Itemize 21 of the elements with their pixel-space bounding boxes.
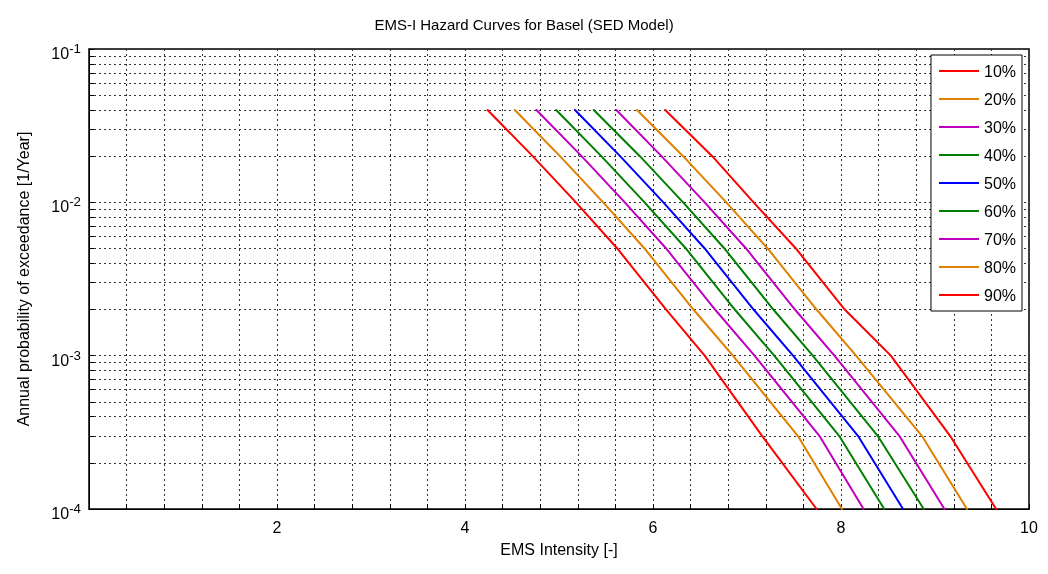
y-tick-label: 10$^{-3}$ <box>51 346 81 369</box>
y-tick-label: 10$^{-2}$ <box>51 193 81 216</box>
legend-label: 10% <box>983 62 1017 80</box>
y-tick-label: 10$^{-4}$ <box>51 500 81 523</box>
legend-label: 20% <box>983 90 1017 108</box>
legend-label: 50% <box>983 174 1017 192</box>
legend-label: 60% <box>983 202 1017 220</box>
legend-label: 30% <box>983 118 1017 136</box>
x-tick-label: 10 <box>1020 518 1038 536</box>
legend-label: 40% <box>983 146 1017 164</box>
legend-label: 80% <box>983 258 1017 276</box>
y-tick-label: 10$^{-1}$ <box>51 40 81 63</box>
legend-label: 90% <box>983 286 1017 304</box>
x-tick-label: 2 <box>272 518 282 536</box>
y-axis-title: Annual probability of exceedance [1/Year] <box>14 131 32 427</box>
chart-title: EMS-I Hazard Curves for Basel (SED Model) <box>374 16 674 33</box>
x-tick-label: 4 <box>460 518 470 536</box>
x-tick-label: 6 <box>648 518 658 536</box>
legend-label: 70% <box>983 230 1017 248</box>
x-axis-title: EMS Intensity [-] <box>500 540 618 558</box>
x-tick-label: 8 <box>836 518 846 536</box>
